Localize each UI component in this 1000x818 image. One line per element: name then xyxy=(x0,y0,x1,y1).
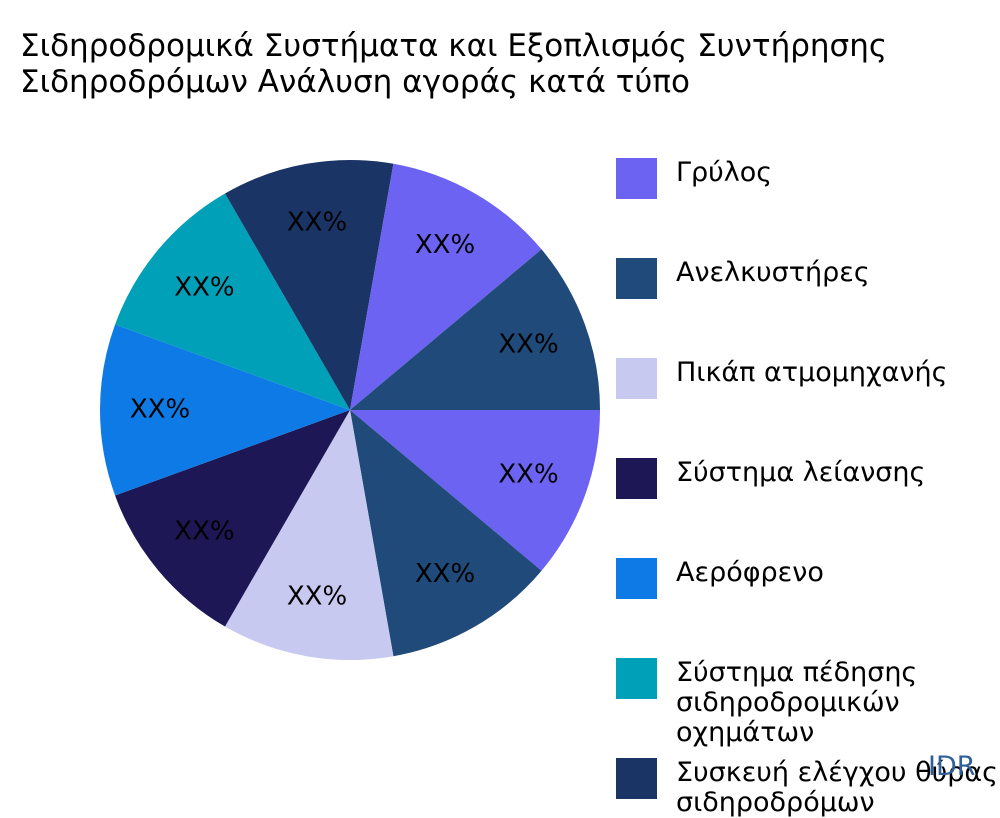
chart-title: Σιδηροδρομικά Συστήματα και Εξοπλισμός Σ… xyxy=(20,28,995,100)
legend-swatch xyxy=(616,758,657,799)
pie-slice-label: XX% xyxy=(498,459,558,489)
legend-label-line: Γρύλος xyxy=(676,157,773,188)
pie-slice xyxy=(225,160,394,410)
legend-swatch xyxy=(616,458,657,499)
pie-slice-label: XX% xyxy=(130,395,190,425)
pie-slice-label: XX% xyxy=(415,559,475,589)
legend-swatch xyxy=(616,358,657,399)
legend-swatch xyxy=(616,158,657,199)
pie-slice-label: XX% xyxy=(498,330,558,360)
legend-label: Ανελκυστήρες xyxy=(676,258,1000,288)
legend-label-line: οχημάτων xyxy=(676,717,815,748)
legend-label: Σύστημα λείανσης xyxy=(676,458,1000,488)
legend-label: Γρύλος xyxy=(676,158,1000,188)
pie-slice-label: XX% xyxy=(287,582,347,612)
legend-label-line: Συσκευή ελέγχου θύρας xyxy=(676,757,999,788)
watermark-logo: IDR xyxy=(928,751,976,782)
pie-chart: XX% XX% XX% XX% XX% XX% XX% XX% XX% xyxy=(100,160,600,660)
pie-slice xyxy=(350,410,542,657)
pie-slice xyxy=(115,410,350,627)
chart-title-line-2: Σιδηροδρόμων Ανάλυση αγοράς κατά τύπο xyxy=(20,64,690,100)
pie-slice-label: XX% xyxy=(174,517,234,547)
pie-slice xyxy=(350,410,600,571)
legend-label-line: Αερόφρενο xyxy=(676,557,824,588)
pie-slice xyxy=(350,249,600,410)
legend-swatch xyxy=(616,558,657,599)
pie-slice xyxy=(225,410,394,660)
pie-slice xyxy=(350,163,542,410)
pie-slice-label: XX% xyxy=(415,230,475,260)
legend-swatch xyxy=(616,658,657,699)
legend-label-line: Πικάπ ατμομηχανής xyxy=(676,357,948,388)
pie-slice xyxy=(115,193,350,410)
pie-slice-label: XX% xyxy=(174,272,234,302)
legend-label-line: Σύστημα πέδησης xyxy=(676,657,918,688)
pie-slice-label: XX% xyxy=(287,207,347,237)
legend-label: Πικάπ ατμομηχανής xyxy=(676,358,1000,388)
pie-slice xyxy=(100,324,351,496)
legend-label: Σύστημα πέδησης σιδηροδρομικών οχημάτων xyxy=(676,658,1000,748)
legend-label-line: Ανελκυστήρες xyxy=(676,257,870,288)
legend-label-line: Σύστημα λείανσης xyxy=(676,457,926,488)
legend-swatch xyxy=(616,258,657,299)
legend-label-line: σιδηροδρόμων xyxy=(676,787,875,818)
legend-label: Αερόφρενο xyxy=(676,558,1000,588)
legend-label-line: σιδηροδρομικών xyxy=(676,687,900,718)
chart-title-line-1: Σιδηροδρομικά Συστήματα και Εξοπλισμός Σ… xyxy=(20,28,888,64)
